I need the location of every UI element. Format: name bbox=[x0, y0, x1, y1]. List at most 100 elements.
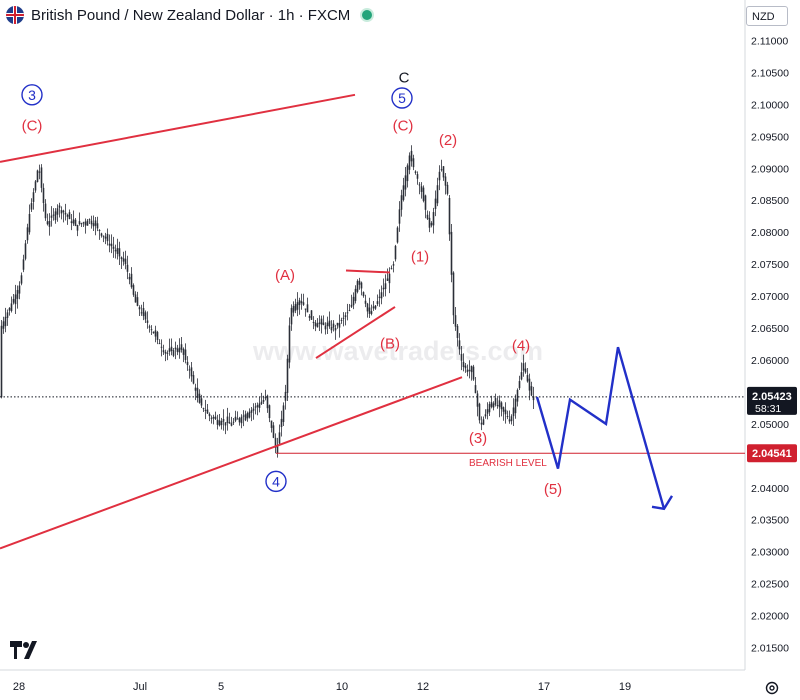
time-tick-label: Jul bbox=[133, 681, 147, 693]
candle-body bbox=[514, 398, 517, 414]
candle-body bbox=[106, 233, 109, 242]
price-tick-label: 2.03000 bbox=[751, 547, 789, 559]
candle-body bbox=[304, 308, 307, 310]
currency-selector[interactable]: NZD bbox=[746, 6, 788, 26]
candle-body bbox=[88, 219, 91, 221]
candle-body bbox=[438, 171, 441, 181]
candle-body bbox=[424, 195, 427, 210]
candle-body bbox=[492, 403, 495, 408]
candle-body bbox=[448, 197, 451, 235]
price-tick-label: 2.07500 bbox=[751, 259, 789, 271]
candle-body bbox=[366, 303, 369, 312]
candle-body bbox=[90, 220, 93, 225]
candle-body bbox=[276, 445, 279, 454]
wave-label: (B) bbox=[380, 335, 400, 352]
candle-body bbox=[524, 368, 527, 373]
candle-body bbox=[148, 326, 151, 328]
candle-body bbox=[474, 385, 477, 394]
candle-body bbox=[414, 171, 417, 173]
time-tick-label: 19 bbox=[619, 681, 631, 693]
candle-body bbox=[182, 348, 185, 355]
candle-body bbox=[344, 315, 347, 318]
candle-body bbox=[60, 210, 63, 214]
candle-body bbox=[410, 150, 413, 162]
price-tick-label: 2.08000 bbox=[751, 227, 789, 239]
price-tick-label: 2.10500 bbox=[751, 67, 789, 79]
candle-body bbox=[260, 401, 263, 404]
candle-body bbox=[328, 320, 331, 327]
candle-body bbox=[320, 318, 323, 325]
candle-body bbox=[422, 187, 425, 201]
candle-body bbox=[520, 372, 523, 380]
candle-body bbox=[256, 405, 259, 408]
candle-body bbox=[114, 249, 117, 252]
symbol-title: British Pound / New Zealand Dollar · 1h … bbox=[31, 6, 351, 24]
candle-body bbox=[14, 294, 17, 305]
candle-body bbox=[128, 276, 131, 280]
candle-body bbox=[488, 404, 491, 413]
price-tick-label: 2.09000 bbox=[751, 163, 789, 175]
last-price-label: 2.05423 bbox=[752, 391, 792, 403]
candle-body bbox=[376, 301, 379, 305]
candle-body bbox=[458, 340, 461, 350]
candle-body bbox=[490, 402, 493, 407]
candle-body bbox=[460, 353, 463, 361]
tradingview-logo-icon[interactable] bbox=[10, 641, 42, 659]
price-axis[interactable]: 2.11000 2.10500 2.10000 2.09500 2.09000 2.085… bbox=[747, 36, 797, 655]
candle-body bbox=[112, 246, 115, 249]
candle-body bbox=[122, 258, 125, 262]
countdown-label: 58:31 bbox=[755, 403, 781, 415]
time-axis[interactable]: 28 Jul 5 10 12 17 19 bbox=[13, 681, 631, 693]
candle-body bbox=[282, 405, 285, 423]
candle-body bbox=[228, 422, 231, 424]
price-tick-label: 2.06500 bbox=[751, 323, 789, 335]
candle-body bbox=[108, 243, 111, 246]
candle-body bbox=[58, 205, 61, 208]
candle-body bbox=[174, 347, 177, 350]
price-tick-label: 2.01500 bbox=[751, 643, 789, 655]
candle-body bbox=[70, 221, 73, 224]
candle-body bbox=[300, 301, 303, 304]
candle-body bbox=[152, 331, 155, 334]
candle-body bbox=[220, 420, 223, 426]
candle-body bbox=[486, 409, 489, 414]
candle-body bbox=[42, 187, 45, 204]
last-price-badge bbox=[747, 386, 797, 415]
candle-body bbox=[382, 287, 385, 290]
candle-body bbox=[338, 322, 341, 328]
gear-icon[interactable] bbox=[764, 680, 780, 696]
candle-body bbox=[10, 303, 13, 311]
candle-body bbox=[132, 285, 135, 295]
candle-body bbox=[82, 222, 85, 224]
candle-body bbox=[166, 352, 169, 354]
candle-body bbox=[8, 307, 11, 311]
price-tick-label: 2.06000 bbox=[751, 355, 789, 367]
candle-body bbox=[324, 325, 327, 330]
candle-body bbox=[330, 327, 333, 331]
candle-body bbox=[150, 329, 153, 331]
candle-body bbox=[44, 203, 47, 219]
candle-body bbox=[434, 198, 437, 210]
candle-body bbox=[442, 166, 445, 178]
candle-body bbox=[450, 231, 453, 275]
candle-body bbox=[240, 416, 243, 424]
candle-body bbox=[68, 212, 71, 220]
candle-body bbox=[206, 409, 209, 414]
candle-body bbox=[266, 395, 269, 409]
candle-body bbox=[400, 195, 403, 210]
candle-body bbox=[322, 322, 325, 326]
wave-label: (3) bbox=[469, 430, 487, 447]
candle-body bbox=[336, 322, 339, 326]
candle-body bbox=[234, 416, 237, 421]
candle-body bbox=[134, 294, 137, 303]
candle-body bbox=[354, 288, 357, 301]
candle-body bbox=[204, 409, 207, 411]
candle-body bbox=[292, 305, 295, 313]
candle-body bbox=[310, 310, 313, 320]
price-tick-label: 2.08500 bbox=[751, 195, 789, 207]
symbol-header[interactable]: British Pound / New Zealand Dollar · 1h … bbox=[6, 5, 375, 25]
candle-body bbox=[498, 400, 501, 408]
candle-body bbox=[124, 258, 127, 265]
time-tick-label: 12 bbox=[417, 681, 429, 693]
